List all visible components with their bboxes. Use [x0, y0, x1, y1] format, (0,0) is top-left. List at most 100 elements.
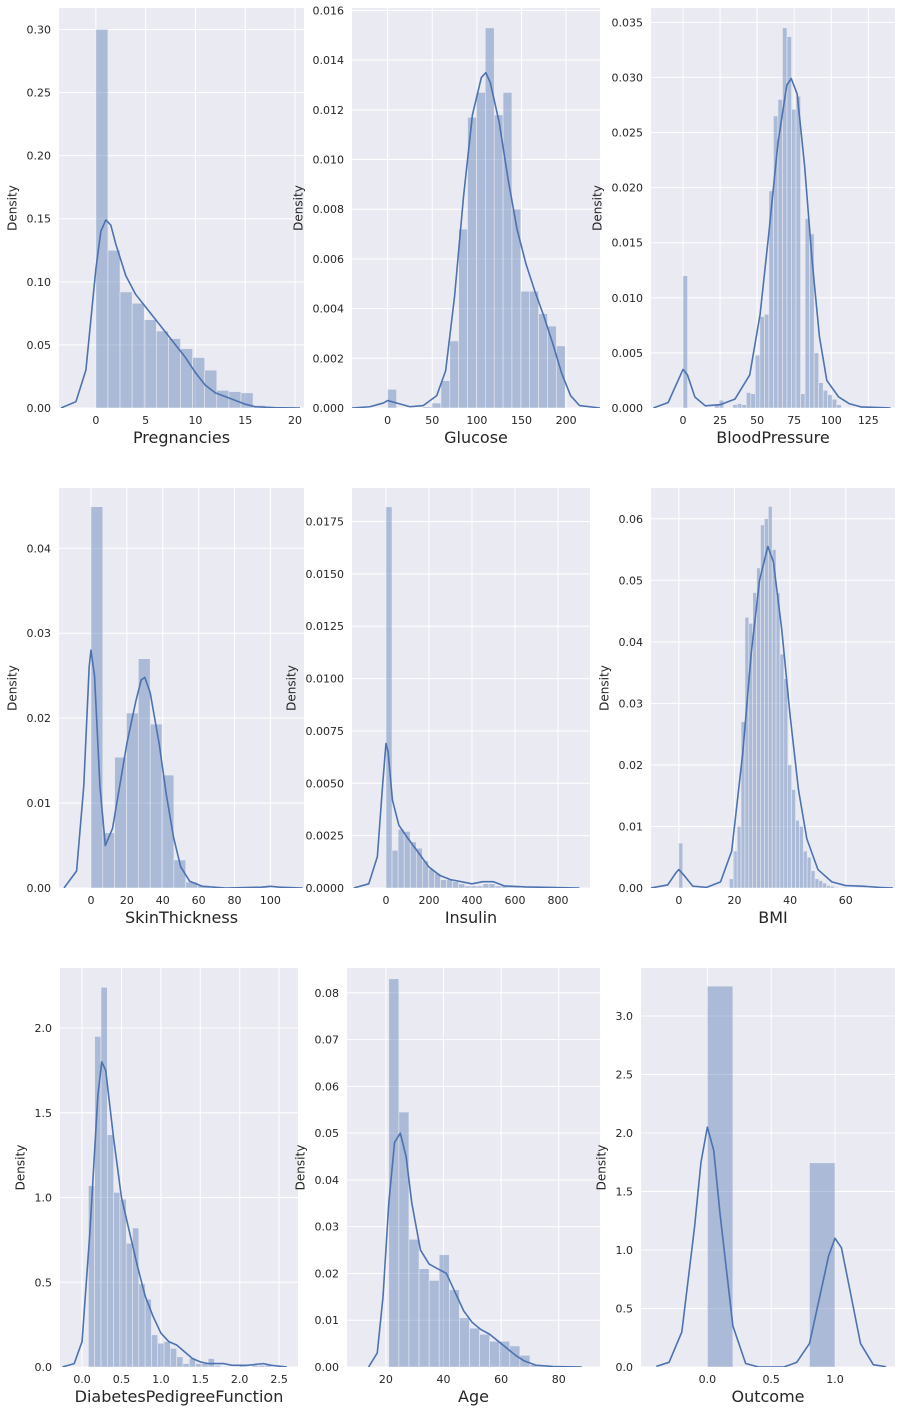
bar — [755, 354, 761, 408]
y-tick-label: 0.004 — [313, 303, 345, 316]
y-tick-label: 0.000 — [313, 402, 345, 415]
bar — [756, 567, 761, 888]
subplot: 0.000 0.005 0.010 0.015 0.020 0.025 0.030 0.035… — [591, 8, 895, 447]
x-tick-label: 0 — [675, 894, 682, 907]
bar — [195, 1363, 203, 1367]
x-tick-label: 0 — [87, 894, 94, 907]
bars — [88, 987, 272, 1367]
bar — [482, 883, 490, 888]
x-axis-label: SkinThickness — [125, 908, 238, 927]
y-axis-label: Density — [294, 1145, 308, 1191]
bar — [732, 404, 738, 408]
bar — [822, 882, 827, 888]
x-tick-label: 40 — [783, 894, 797, 907]
x-tick-label: 0 — [92, 414, 99, 427]
bar — [787, 764, 792, 888]
bar — [422, 406, 433, 408]
bar — [841, 887, 847, 888]
y-tick-label: 0.25 — [27, 87, 52, 100]
bar — [707, 985, 734, 1367]
bar — [494, 885, 502, 888]
x-tick-label: 0.0 — [699, 1373, 717, 1386]
bar — [138, 658, 151, 888]
x-axis-label: BMI — [758, 908, 788, 927]
y-axis-label: Density — [285, 665, 299, 711]
bar — [449, 340, 459, 408]
bar — [251, 1365, 259, 1367]
bar — [388, 978, 400, 1367]
x-tick-label: 25 — [713, 414, 727, 427]
bar — [800, 393, 806, 408]
y-tick-label: 0.0100 — [306, 673, 345, 686]
plot-background — [60, 968, 298, 1367]
bar — [775, 592, 781, 888]
plot-background — [352, 488, 590, 888]
x-tick-label: 10 — [188, 414, 202, 427]
plot-background — [651, 488, 895, 888]
y-tick-label: 0.05 — [27, 339, 52, 352]
bar — [502, 92, 513, 408]
x-tick-label: 50 — [425, 414, 439, 427]
bar — [836, 404, 842, 408]
x-tick-label: 60 — [839, 894, 853, 907]
bar — [385, 506, 393, 888]
y-tick-label: 0.08 — [315, 987, 340, 1000]
bar — [834, 887, 839, 888]
kde-line — [62, 1061, 288, 1367]
bar — [428, 868, 435, 888]
bars — [95, 29, 266, 408]
y-tick-label: 1.5 — [35, 1107, 53, 1120]
y-tick-label: 0.30 — [27, 23, 52, 36]
x-tick-label: 100 — [821, 414, 842, 427]
bar — [391, 850, 399, 888]
bar — [810, 870, 816, 888]
bar — [479, 1333, 490, 1367]
bar — [180, 348, 193, 408]
y-tick-label: 0.010 — [313, 154, 345, 167]
bar — [802, 850, 808, 888]
bar — [452, 881, 460, 888]
bar — [157, 1342, 165, 1367]
bar — [459, 1317, 470, 1367]
y-tick-label: 0.04 — [619, 636, 644, 649]
y-tick-label: 0.10 — [27, 276, 52, 289]
x-tick-label: 200 — [418, 894, 439, 907]
kde-line — [653, 77, 891, 408]
bar — [736, 403, 743, 408]
bar — [830, 885, 835, 888]
y-axis-label: Density — [14, 1145, 28, 1191]
x-axis-label: Outcome — [731, 1387, 804, 1406]
x-tick-label: 50 — [750, 414, 764, 427]
x-tick-label: 1.0 — [152, 1373, 170, 1386]
bar — [682, 275, 688, 408]
plot-background — [59, 8, 304, 408]
y-tick-label: 2.0 — [616, 1127, 634, 1140]
y-tick-label: 0.0050 — [306, 777, 345, 790]
x-tick-label: 75 — [787, 414, 801, 427]
bar — [791, 109, 797, 408]
x-axis-label: Age — [458, 1387, 489, 1406]
bar — [506, 886, 514, 888]
bars — [388, 978, 561, 1367]
bar — [806, 856, 812, 888]
y-tick-label: 0.000 — [612, 402, 644, 415]
bar — [804, 218, 810, 408]
bar — [418, 1268, 430, 1367]
bar — [476, 885, 484, 888]
bars — [707, 985, 836, 1367]
y-tick-label: 0.008 — [313, 203, 345, 216]
y-tick-label: 0.020 — [612, 182, 644, 195]
bar — [119, 1198, 127, 1367]
kde-line — [651, 545, 894, 888]
y-tick-label: 0.0075 — [306, 725, 345, 738]
y-tick-label: 0.02 — [27, 712, 52, 725]
bar — [814, 878, 820, 888]
bar — [809, 1162, 836, 1367]
plot-background — [641, 968, 895, 1367]
bar — [431, 402, 442, 408]
bar — [100, 987, 108, 1367]
bar — [216, 390, 230, 408]
bar — [786, 36, 792, 408]
y-tick-label: 0.002 — [313, 352, 345, 365]
